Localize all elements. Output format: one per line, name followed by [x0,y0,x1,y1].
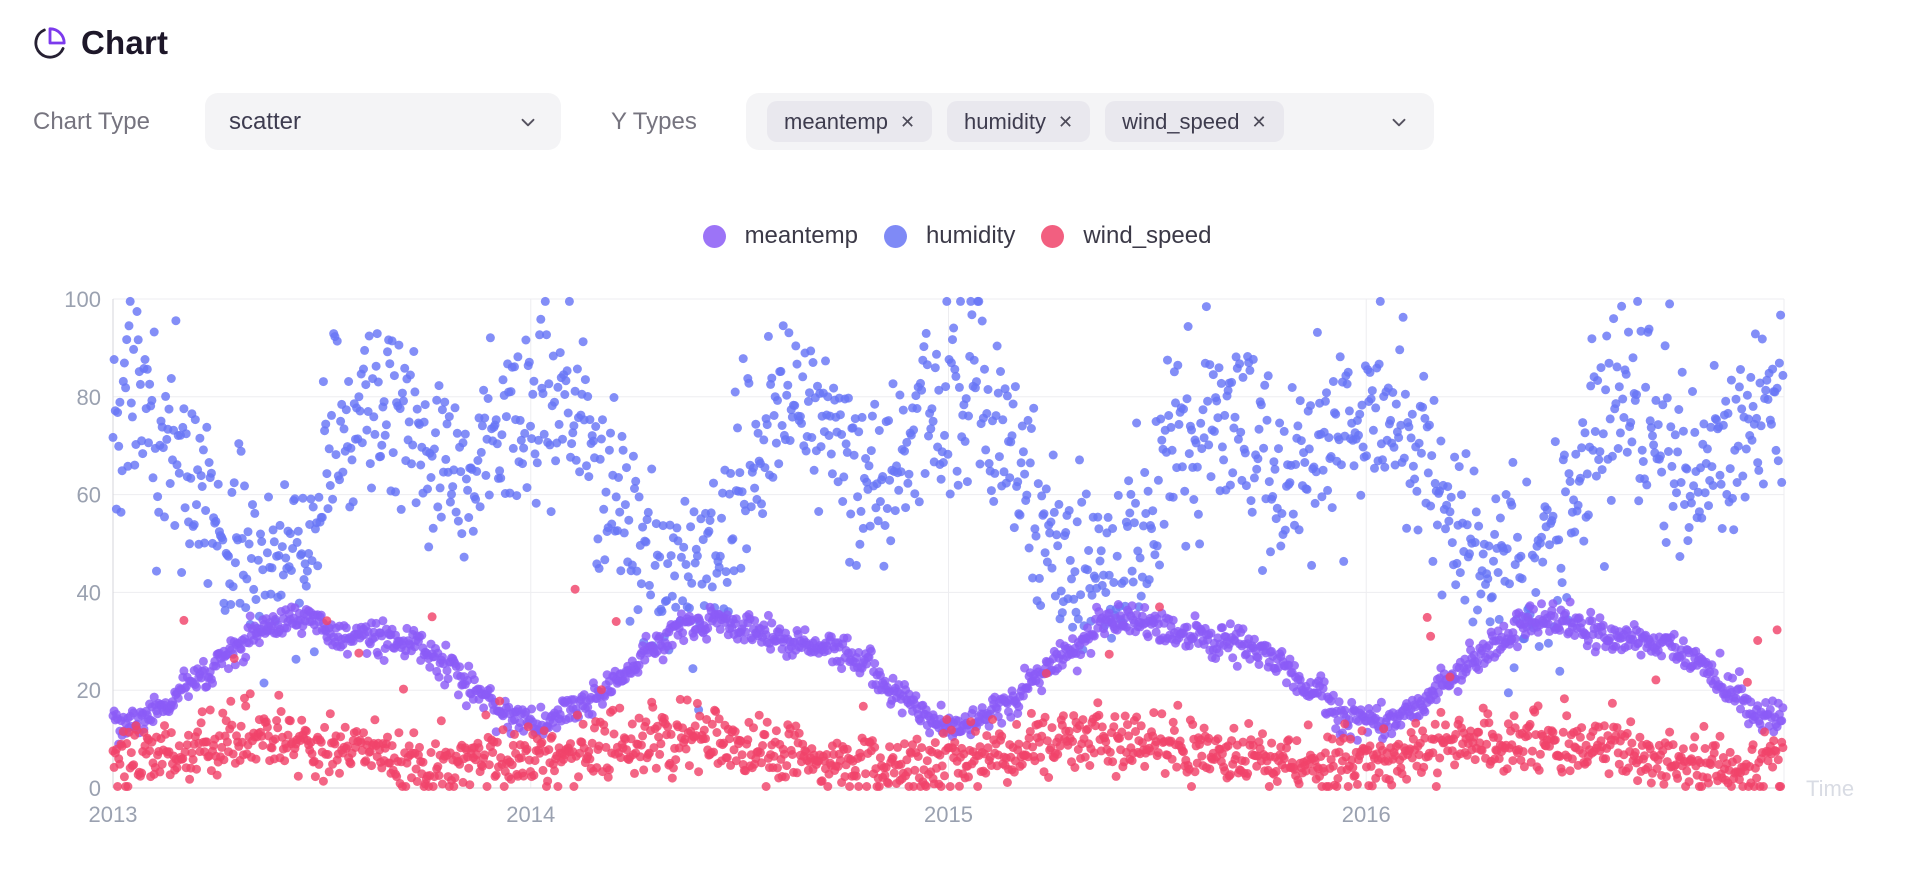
svg-text:20: 20 [77,678,101,703]
svg-text:60: 60 [77,483,101,508]
legend-marker-wind-speed [1041,224,1065,248]
legend-item-wind-speed[interactable]: wind_speed [1041,222,1211,250]
remove-tag-icon[interactable]: ✕ [1251,111,1267,132]
legend-label: meantemp [744,222,858,249]
tag-label: wind_speed [1122,108,1240,134]
svg-text:Time: Time [1806,776,1854,801]
chart-type-value: scatter [229,107,302,135]
legend-label: humidity [925,222,1016,249]
svg-text:2016: 2016 [1342,802,1391,827]
pie-chart-icon [33,26,67,60]
y-types-select[interactable]: meantemp ✕ humidity ✕ wind_speed ✕ [746,93,1434,150]
svg-text:2013: 2013 [89,802,138,827]
page-title: Chart [81,24,169,61]
legend-item-humidity[interactable]: humidity [883,222,1016,250]
page-header: Chart [33,24,168,62]
remove-tag-icon[interactable]: ✕ [1057,111,1074,132]
legend-label: wind_speed [1083,222,1212,249]
legend-marker-humidity [883,224,907,248]
chart-legend: meantemp humidity wind_speed [0,222,1914,250]
chart-type-select[interactable]: scatter [205,93,561,150]
svg-text:0: 0 [89,776,101,801]
y-types-label: Y Types [611,108,697,135]
y-type-tag-humidity[interactable]: humidity ✕ [947,101,1091,142]
controls-row: Chart Type scatter Y Types meantemp ✕ hu… [0,93,1914,150]
y-type-tag-meantemp[interactable]: meantemp ✕ [767,101,933,142]
svg-text:40: 40 [77,580,101,605]
legend-marker-meantemp [702,224,726,248]
chart-type-label: Chart Type [33,108,150,135]
chevron-down-icon [517,111,539,133]
chevron-down-icon [1388,111,1410,133]
legend-item-meantemp[interactable]: meantemp [702,222,858,250]
tag-label: meantemp [784,108,888,134]
y-type-tag-wind-speed[interactable]: wind_speed ✕ [1105,101,1284,142]
svg-text:2015: 2015 [924,802,973,827]
svg-text:80: 80 [77,385,101,410]
svg-text:2014: 2014 [506,802,555,827]
svg-text:100: 100 [64,287,101,312]
remove-tag-icon[interactable]: ✕ [899,111,916,132]
tag-label: humidity [964,108,1046,134]
